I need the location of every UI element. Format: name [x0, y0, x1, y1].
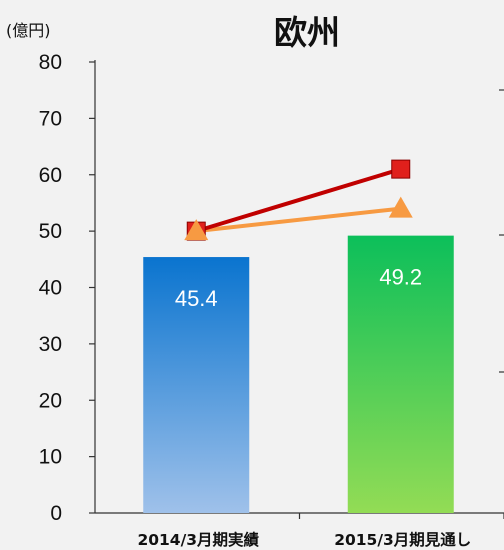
line-series — [184, 159, 413, 241]
bar — [143, 257, 250, 513]
bar — [347, 235, 454, 513]
y-tick-label: 70 — [39, 107, 62, 130]
x-category-label: 2014/3月期実績 — [137, 530, 259, 549]
y-tick-label: 20 — [39, 389, 62, 412]
y-tick-label: 40 — [39, 277, 62, 300]
y-tick-label: 80 — [39, 51, 62, 74]
chart-title: 欧州 — [274, 13, 340, 52]
series-marker — [184, 219, 209, 241]
series-marker — [388, 196, 413, 218]
y-tick-label: 10 — [39, 446, 62, 469]
y-axis-unit: (億円) — [6, 21, 51, 40]
x-category-label: 2015/3月期見通し — [334, 530, 471, 549]
bar-value-label: 49.2 — [379, 265, 422, 290]
y-tick-label: 30 — [39, 333, 62, 356]
y-tick-label: 50 — [39, 220, 62, 243]
labels: 45.4 49.2 2014/3月期実績 2015/3月期見通し — [137, 265, 471, 549]
y-tick-label: 60 — [39, 164, 62, 187]
series-marker — [391, 159, 411, 179]
series-line — [196, 206, 401, 234]
series-line — [195, 167, 402, 234]
axes: 0 10 20 30 40 50 60 70 80 — [39, 51, 504, 525]
y-tick-label: 0 — [50, 502, 62, 525]
bars — [143, 235, 454, 513]
bar-value-label: 45.4 — [175, 286, 218, 311]
